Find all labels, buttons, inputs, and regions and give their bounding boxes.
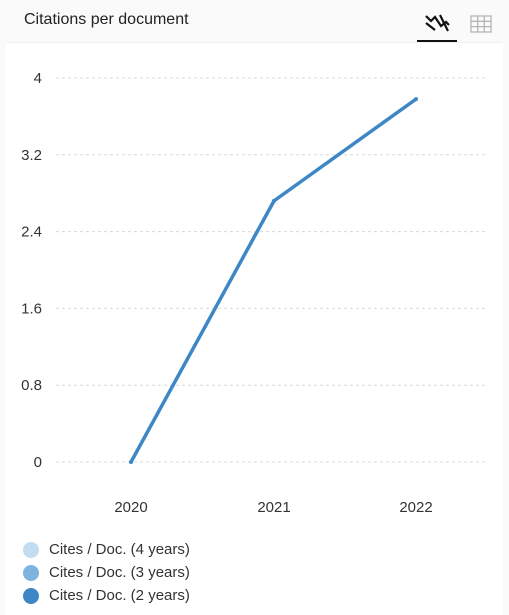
data-point — [272, 198, 276, 203]
series-line — [129, 97, 418, 464]
y-tick-label: 1.6 — [21, 300, 42, 317]
line-chart-icon — [425, 14, 450, 32]
legend-label: Cites / Doc. (4 years) — [49, 541, 190, 558]
data-point — [414, 97, 418, 102]
line-chart: 0 0.8 1.6 2.4 3.2 4 2020 2021 2022 — [21, 70, 488, 516]
chart-card: Citations per document 0 0.8 1.6 2.4 3.2 4 202… — [6, 0, 503, 615]
table-grid-icon — [470, 15, 492, 33]
legend-swatch — [23, 587, 39, 604]
legend-item[interactable]: Cites / Doc. (4 years) — [22, 538, 190, 561]
y-tick-label: 0.8 — [21, 377, 42, 394]
table-view-button[interactable] — [461, 6, 501, 42]
chart-title: Citations per document — [24, 11, 189, 28]
chart-legend: Cites / Doc. (4 years) Cites / Doc. (3 ye… — [22, 538, 190, 607]
legend-label: Cites / Doc. (2 years) — [49, 587, 190, 604]
y-tick-label: 4 — [34, 70, 42, 87]
legend-item[interactable]: Cites / Doc. (2 years) — [22, 584, 190, 607]
chart-view-button[interactable] — [417, 6, 457, 42]
x-tick-label: 2020 — [114, 499, 147, 516]
y-tick-label: 3.2 — [21, 147, 42, 164]
legend-label: Cites / Doc. (3 years) — [49, 564, 190, 581]
x-tick-label: 2021 — [257, 499, 290, 516]
legend-swatch — [23, 564, 39, 581]
legend-item[interactable]: Cites / Doc. (3 years) — [22, 561, 190, 584]
y-tick-label: 2.4 — [21, 224, 42, 241]
x-tick-label: 2022 — [399, 499, 432, 516]
chart-header: Citations per document — [6, 0, 503, 43]
legend-swatch — [23, 541, 39, 558]
data-point — [129, 460, 133, 464]
y-tick-label: 0 — [34, 454, 42, 471]
